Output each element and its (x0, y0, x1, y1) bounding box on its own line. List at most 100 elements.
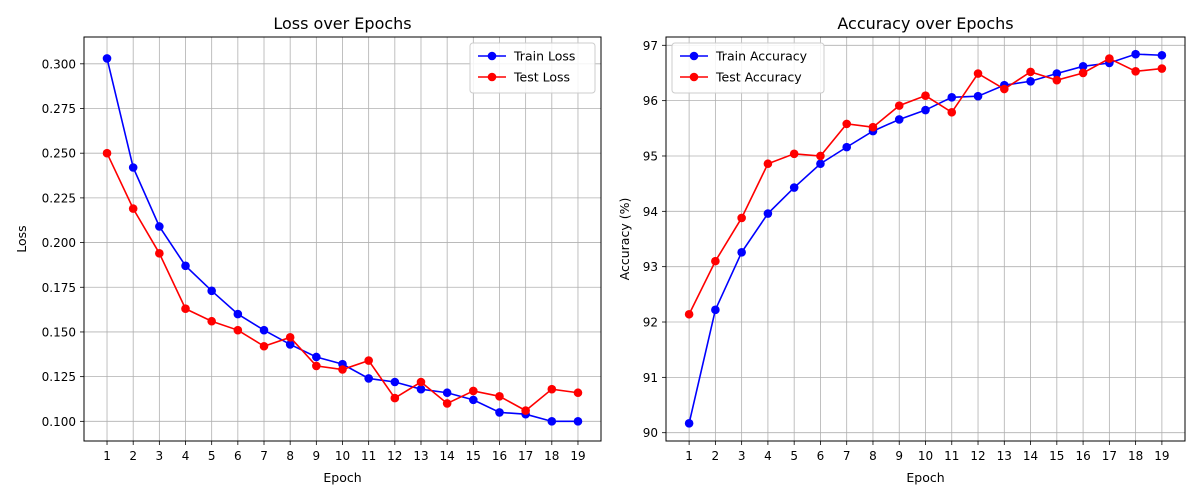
data-point (573, 388, 583, 398)
data-point (921, 91, 930, 100)
data-point (207, 316, 216, 326)
data-point (181, 261, 190, 271)
data-point (338, 365, 347, 374)
x-tick-label: 4 (764, 449, 772, 463)
x-tick-label: 3 (738, 449, 746, 463)
data-point (102, 148, 112, 158)
data-point (789, 183, 799, 192)
x-tick-label: 13 (997, 449, 1012, 463)
data-point (947, 107, 957, 117)
x-tick-label: 18 (1128, 449, 1143, 463)
data-point (1157, 64, 1167, 73)
data-point (1131, 49, 1140, 59)
y-tick-label: 0.200 (42, 236, 76, 250)
legend-label: Train Accuracy (715, 49, 808, 64)
x-tick-label: 10 (918, 449, 933, 463)
data-point (390, 393, 400, 403)
legend-label: Test Accuracy (715, 70, 802, 85)
data-point (868, 122, 878, 132)
y-tick-label: 92 (643, 316, 658, 330)
data-point (973, 69, 983, 78)
series-train-accuracy (684, 49, 1167, 428)
x-tick-label: 8 (286, 449, 294, 463)
x-axis-label: Epoch (906, 470, 944, 485)
x-tick-label: 5 (208, 449, 216, 463)
x-tick-label: 16 (492, 449, 507, 463)
x-tick-label: 6 (234, 449, 242, 463)
data-point (207, 286, 216, 296)
legend: Train Accuracy Test Accuracy (671, 42, 825, 94)
legend-label: Train Loss (513, 49, 575, 64)
data-point (285, 333, 295, 342)
data-point (547, 384, 557, 394)
y-tick-label: 0.125 (42, 370, 76, 384)
data-point (737, 213, 746, 223)
legend-marker (487, 51, 497, 61)
data-point (816, 159, 825, 169)
data-point (364, 374, 373, 383)
x-tick-label: 2 (712, 449, 720, 463)
data-point (573, 417, 583, 426)
x-tick-label: 2 (129, 449, 137, 463)
x-tick-label: 15 (1049, 449, 1064, 463)
x-tick-label: 5 (790, 449, 798, 463)
y-tick-label: 0.300 (42, 57, 76, 71)
x-tick-label: 7 (260, 449, 268, 463)
data-point (1105, 54, 1114, 63)
data-point (763, 209, 773, 218)
x-tick-label: 6 (817, 449, 825, 463)
legend-marker (487, 72, 497, 82)
y-axis-label: Loss (14, 225, 29, 252)
data-point (999, 84, 1009, 94)
data-point (312, 361, 321, 371)
data-point (442, 388, 452, 398)
data-point (469, 386, 478, 396)
data-point (842, 119, 852, 129)
x-tick-label: 12 (387, 449, 402, 463)
data-point (1052, 69, 1062, 78)
legend-item: Train Accuracy (680, 49, 808, 64)
y-tick-label: 97 (643, 39, 658, 53)
data-point (128, 204, 138, 213)
x-tick-label: 9 (313, 449, 321, 463)
legend: Train Loss Test Loss (469, 42, 596, 94)
chart-panel-2: 1 2 3 4 5 6 7 8 9 10 11 12 13 14 15 16 17 18 1990919293949… (617, 14, 1186, 485)
data-point (816, 151, 825, 161)
data-point (469, 395, 478, 405)
y-tick-label: 91 (643, 371, 658, 385)
x-tick-label: 14 (440, 449, 455, 463)
data-point (947, 93, 957, 102)
data-point (1026, 76, 1035, 86)
series-test-loss (102, 148, 583, 415)
x-tick-label: 10 (335, 449, 350, 463)
y-tick-label: 0.175 (42, 281, 76, 295)
x-tick-label: 8 (869, 449, 877, 463)
data-point (684, 309, 694, 319)
data-point (684, 418, 694, 428)
data-point (1078, 68, 1088, 78)
chart-panel-1: 1 2 3 4 5 6 7 8 9 10 11 12 13 14 15 16 17 18 190.1000.1250… (14, 14, 602, 485)
x-tick-label: 19 (1154, 449, 1169, 463)
x-tick-label: 17 (1102, 449, 1117, 463)
data-point (102, 54, 112, 63)
chart-title: Loss over Epochs (273, 14, 411, 33)
data-point (155, 222, 164, 231)
data-point (521, 406, 530, 415)
data-point (495, 392, 504, 401)
data-point (416, 384, 426, 394)
data-point (233, 309, 243, 319)
y-tick-label: 96 (643, 94, 658, 108)
y-tick-label: 94 (643, 205, 658, 219)
data-point (155, 249, 164, 258)
x-tick-label: 15 (466, 449, 481, 463)
x-tick-label: 18 (544, 449, 559, 463)
legend-item: Test Accuracy (680, 70, 802, 85)
grid (666, 37, 1185, 441)
data-point (894, 101, 904, 110)
x-tick-label: 4 (182, 449, 190, 463)
legend-label: Test Loss (513, 70, 570, 85)
data-point (1052, 75, 1062, 85)
legend-marker (689, 51, 699, 61)
data-point (259, 325, 269, 335)
